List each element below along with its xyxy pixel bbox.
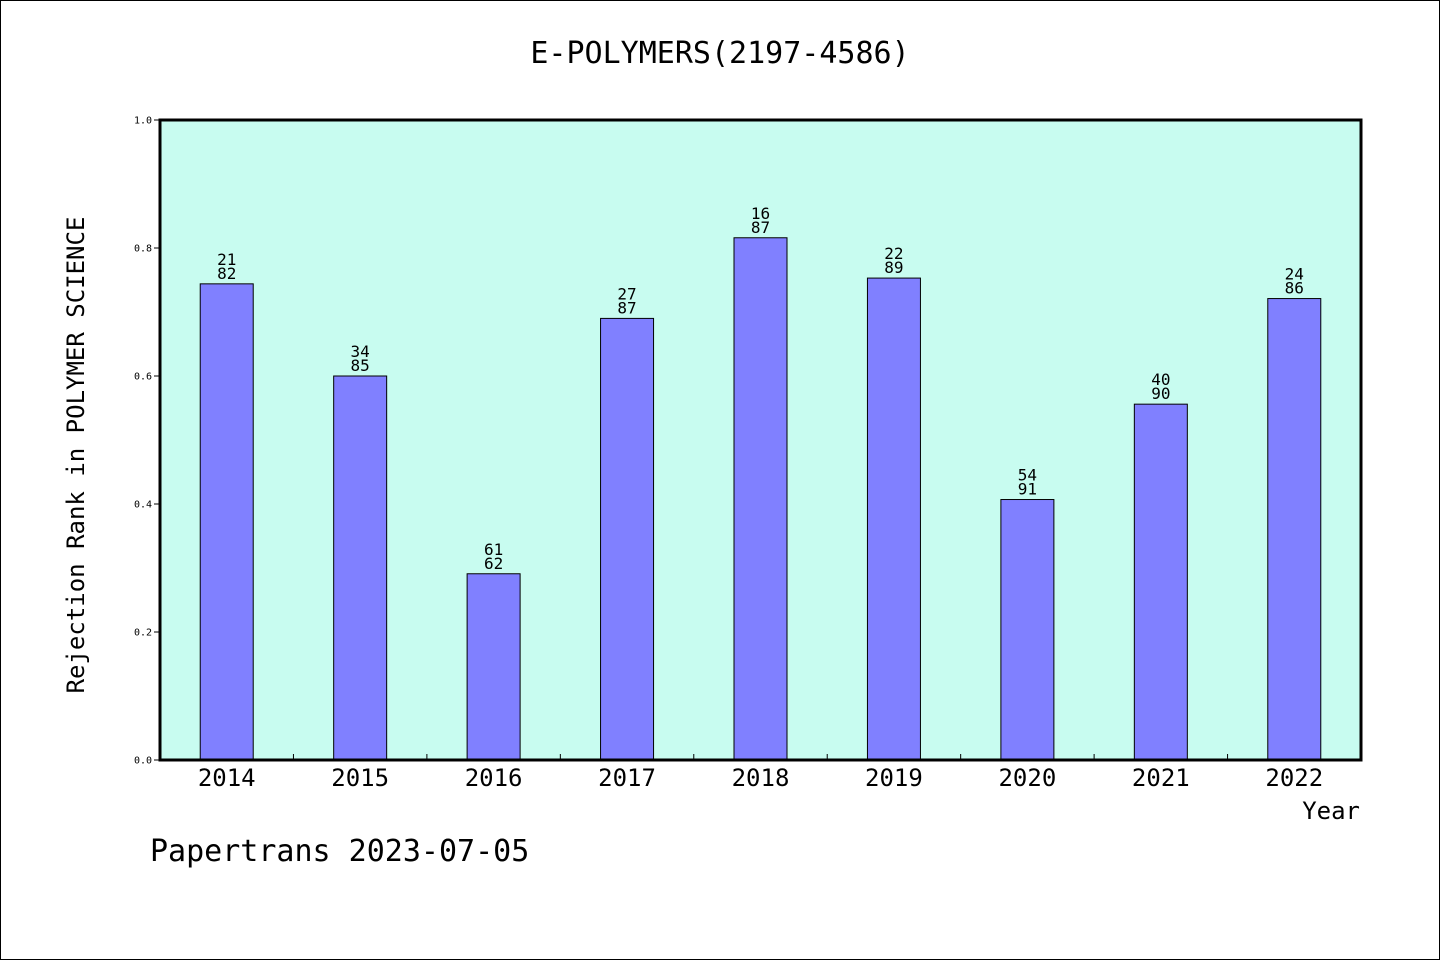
plot-border — [158, 118, 1363, 762]
x-tick-label-2020: 2020 — [998, 764, 1056, 792]
bar-label-rank-2016: 61 — [484, 540, 503, 559]
y-tick-label-5: 1.0 — [134, 116, 152, 127]
bar-label-total-2016: 62 — [484, 554, 503, 573]
bar-label-rank-2018: 16 — [751, 204, 770, 223]
bar-2014 — [199, 283, 254, 761]
bar-label-total-2020: 91 — [1018, 480, 1037, 499]
bar-2022 — [1267, 298, 1322, 761]
y-tick-label-1: 0.2 — [134, 628, 152, 639]
bar-label-rank-2014: 21 — [217, 250, 236, 269]
bar-2019 — [866, 277, 921, 761]
bar-label-rank-2022: 24 — [1285, 265, 1304, 284]
bar-label-rank-2015: 34 — [351, 342, 370, 361]
y-axis: 0.0 0.2 0.4 0.6 0.8 1.0 — [134, 116, 160, 767]
y-tick-label-4: 0.8 — [134, 244, 152, 255]
x-tick-label-2022: 2022 — [1265, 764, 1323, 792]
x-tick-label-2014: 2014 — [198, 764, 256, 792]
bar-label-total-2021: 90 — [1151, 384, 1170, 403]
bar-2017 — [600, 317, 655, 761]
x-tick-label-2017: 2017 — [598, 764, 656, 792]
bar-label-rank-2017: 27 — [617, 284, 636, 303]
bars-group — [199, 237, 1322, 761]
y-tick-label-2: 0.4 — [134, 500, 152, 511]
x-tick-label-2016: 2016 — [465, 764, 523, 792]
x-tick-label-2018: 2018 — [732, 764, 790, 792]
bar-label-total-2017: 87 — [617, 298, 636, 317]
bar-label-rank-2020: 54 — [1018, 466, 1037, 485]
bar-label-total-2022: 86 — [1285, 279, 1304, 298]
bar-2016 — [466, 573, 521, 761]
x-axis-label: Year — [1302, 797, 1360, 825]
x-tick-label-2019: 2019 — [865, 764, 923, 792]
x-tick-label-2021: 2021 — [1132, 764, 1190, 792]
bar-2015 — [333, 375, 388, 761]
x-axis: 2014 2015 2016 2017 2018 2019 2020 2021 2022 — [198, 754, 1323, 792]
bar-label-total-2019: 89 — [884, 258, 903, 277]
bar-label-total-2014: 82 — [217, 264, 236, 283]
bar-label-rank-2021: 40 — [1151, 370, 1170, 389]
chart-title: E-POLYMERS(2197-4586) — [530, 36, 910, 71]
y-tick-label-3: 0.6 — [134, 372, 152, 383]
bar-label-total-2018: 87 — [751, 218, 770, 237]
bar-2020 — [1000, 499, 1055, 761]
bar-2018 — [733, 237, 788, 761]
bar-label-total-2015: 85 — [351, 356, 370, 375]
y-tick-label-0: 0.0 — [134, 756, 152, 767]
bar-2021 — [1133, 403, 1188, 761]
x-tick-label-2015: 2015 — [331, 764, 389, 792]
bar-label-rank-2019: 22 — [884, 244, 903, 263]
footer-credit: Papertrans 2023-07-05 — [150, 834, 530, 869]
